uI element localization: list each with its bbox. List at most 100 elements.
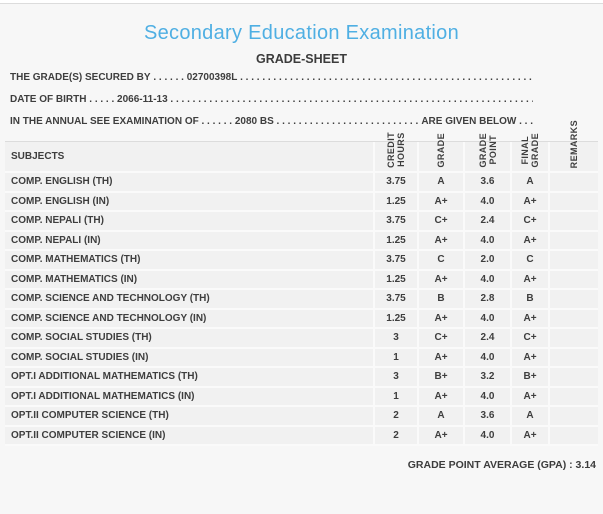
remarks-cell [548,368,598,388]
gpa-summary: GRADE POINT AVERAGE (GPA) : 3.14 [407,459,596,471]
subject-cell: COMP. ENGLISH (IN) [5,192,373,212]
grade-point-cell: 3.2 [463,368,510,388]
remarks-cell [548,173,598,193]
table-row: OPT.I ADDITIONAL MATHEMATICS (IN) 1 A+ 4… [5,387,598,407]
subject-cell: COMP. NEPALI (IN) [5,231,373,251]
subject-cell: COMP. ENGLISH (TH) [5,173,373,193]
col-header-remarks: REMARKS [548,120,598,173]
subject-cell: COMP. SOCIAL STUDIES (TH) [5,329,373,349]
table-row: COMP. MATHEMATICS (TH) 3.75 C 2.0 C [5,251,598,271]
subject-cell: OPT.II COMPUTER SCIENCE (IN) [5,426,373,446]
table-row: COMP. NEPALI (IN) 1.25 A+ 4.0 A+ [5,231,598,251]
final-grade-cell: B+ [510,368,548,388]
student-id-value: 02700398L [186,72,238,83]
final-grade-cell: B [510,290,548,310]
exam-label: IN THE ANNUAL SEE EXAMINATION OF [10,116,199,127]
col-header-subjects: SUBJECTS [5,142,373,173]
table-row: OPT.II COMPUTER SCIENCE (IN) 2 A+ 4.0 A+ [5,426,598,446]
grade-point-cell: 4.0 [463,348,510,368]
col-header-grade-point: GRADE POINT [463,133,510,173]
grade-point-cell: 2.4 [463,329,510,349]
grade-point-rotated-label: GRADE POINT [477,133,498,168]
sheet-subtitle: GRADE-SHEET [256,52,347,66]
grade-cell: A+ [417,231,463,251]
col-header-credit-hours: CREDIT HOURS [373,132,417,173]
grade-point-cell: 2.4 [463,212,510,232]
credit-hours-rotated-label: CREDIT HOURS [386,132,406,168]
final-grade-cell: A [510,407,548,427]
table-row: COMP. SCIENCE AND TECHNOLOGY (TH) 3.75 B… [5,290,598,310]
table-row: COMP. SCIENCE AND TECHNOLOGY (IN) 1.25 A… [5,309,598,329]
dotted-trailer: . . . . . . . . . . . . . . . . . . . . … [276,116,422,127]
remarks-cell [548,407,598,427]
table-row: COMP. ENGLISH (TH) 3.75 A 3.6 A [5,173,598,193]
grade-cell: B+ [417,368,463,388]
grade-point-cell: 3.6 [463,173,510,193]
grade-rotated-label: GRADE [436,133,446,168]
subject-cell: OPT.II COMPUTER SCIENCE (TH) [5,407,373,427]
col-header-final-grade: FINAL GRADE [510,133,548,173]
table-row: COMP. MATHEMATICS (IN) 1.25 A+ 4.0 A+ [5,270,598,290]
final-grade-cell: C+ [510,329,548,349]
remarks-cell [548,309,598,329]
subject-cell: COMP. SOCIAL STUDIES (IN) [5,348,373,368]
subject-cell: COMP. SCIENCE AND TECHNOLOGY (TH) [5,290,373,310]
remarks-cell [548,426,598,446]
subject-cell: COMP. SCIENCE AND TECHNOLOGY (IN) [5,309,373,329]
grade-cell: C [417,251,463,271]
info-line-secured-by: THE GRADE(S) SECURED BY . . . . . . 0270… [10,72,533,94]
grade-point-cell: 4.0 [463,387,510,407]
remarks-cell [548,387,598,407]
table-row: COMP. ENGLISH (IN) 1.25 A+ 4.0 A+ [5,192,598,212]
final-grade-rotated-label: FINAL GRADE [520,133,540,168]
grade-cell: A+ [417,426,463,446]
remarks-cell [548,192,598,212]
grade-cell: C+ [417,212,463,232]
subject-cell: OPT.I ADDITIONAL MATHEMATICS (TH) [5,368,373,388]
page-top-border [0,0,603,4]
final-grade-cell: A [510,173,548,193]
credit-hours-cell: 3.75 [373,212,417,232]
dob-label: DATE OF BIRTH [10,94,87,105]
final-grade-cell: A+ [510,387,548,407]
dotted-trailer: . . . . . . . . . . . . . . . . . . . . … [240,72,532,83]
table-row: COMP. NEPALI (TH) 3.75 C+ 2.4 C+ [5,212,598,232]
remarks-cell [548,212,598,232]
credit-hours-cell: 3 [373,329,417,349]
dotted-leader: . . . . . . [150,72,187,83]
grade-cell: A+ [417,192,463,212]
final-grade-cell: A+ [510,348,548,368]
grade-cell: A+ [417,309,463,329]
table-row: COMP. SOCIAL STUDIES (IN) 1 A+ 4.0 A+ [5,348,598,368]
credit-hours-cell: 3.75 [373,173,417,193]
student-info-block: THE GRADE(S) SECURED BY . . . . . . 0270… [10,72,533,138]
remarks-cell [548,290,598,310]
credit-hours-cell: 3.75 [373,251,417,271]
credit-hours-cell: 1.25 [373,309,417,329]
exam-suffix: ARE GIVEN BELOW . . . [421,116,533,127]
grade-point-cell: 2.8 [463,290,510,310]
credit-hours-cell: 3.75 [373,290,417,310]
grade-cell: A+ [417,270,463,290]
remarks-cell [548,348,598,368]
credit-hours-cell: 1 [373,387,417,407]
dotted-leader: . . . . . [86,94,118,105]
grade-point-cell: 4.0 [463,192,510,212]
col-header-grade: GRADE [417,133,463,173]
grade-point-cell: 4.0 [463,270,510,290]
final-grade-cell: A+ [510,309,548,329]
final-grade-cell: A+ [510,231,548,251]
info-line-date-of-birth: DATE OF BIRTH . . . . . 2066-11-13 . . .… [10,94,533,116]
grade-point-cell: 4.0 [463,231,510,251]
table-row: OPT.II COMPUTER SCIENCE (TH) 2 A 3.6 A [5,407,598,427]
grade-cell: A+ [417,348,463,368]
dotted-trailer: . . . . . . . . . . . . . . . . . . . . … [167,94,533,105]
grade-point-cell: 3.6 [463,407,510,427]
credit-hours-cell: 1.25 [373,270,417,290]
remarks-rotated-label: REMARKS [569,119,579,168]
final-grade-cell: C+ [510,212,548,232]
exam-year-value: 2080 BS [234,116,274,127]
grade-cell: A [417,173,463,193]
secured-by-label: THE GRADE(S) SECURED BY [10,72,151,83]
credit-hours-cell: 1.25 [373,192,417,212]
